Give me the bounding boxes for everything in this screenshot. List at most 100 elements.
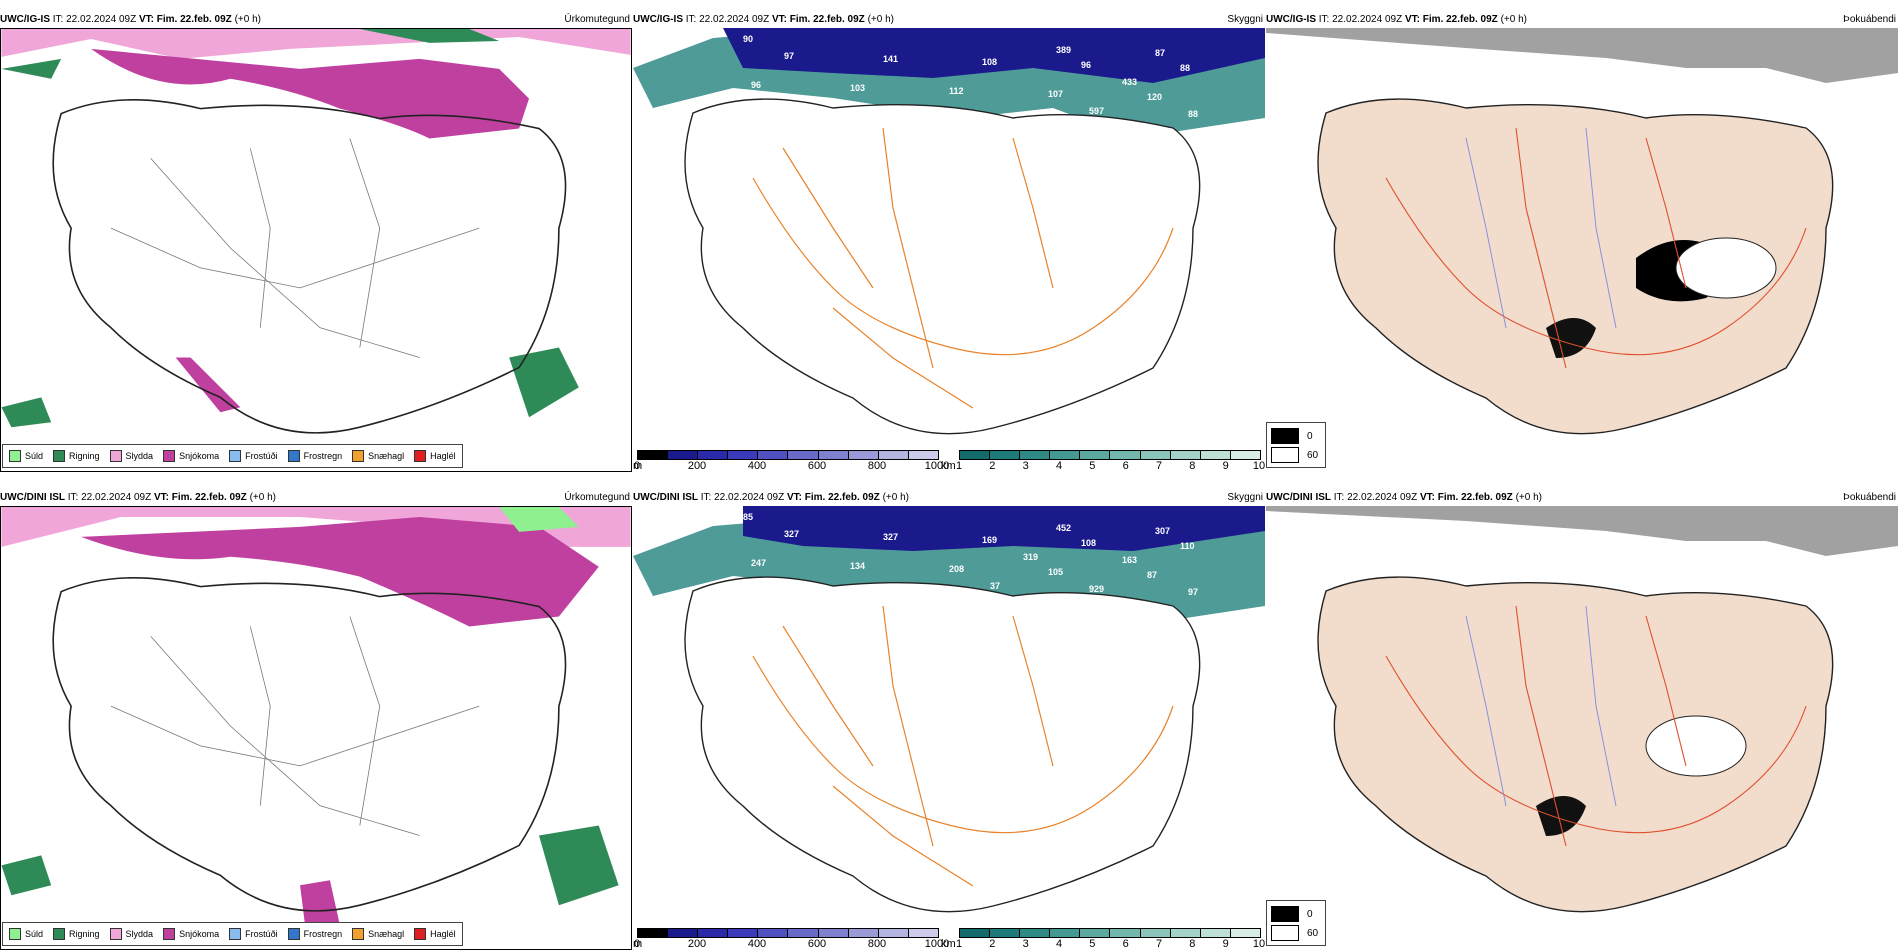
cloud-value-label: 90 — [743, 34, 753, 44]
scale-tick-label: 600 — [807, 460, 827, 472]
cloud-value-label: 109 — [1114, 599, 1129, 609]
cloud-value-label: 175 — [916, 593, 931, 603]
panel-title: Þokuábendi — [1843, 492, 1896, 503]
cloud-value-label: 88 — [1180, 63, 1190, 73]
legend-item: Rigning — [53, 928, 100, 940]
scale-swatch — [990, 451, 1021, 459]
cloud-value-label: 247 — [751, 558, 766, 568]
scale-swatch — [1020, 929, 1051, 937]
scale-swatch — [1230, 929, 1260, 937]
scale-swatch — [990, 929, 1021, 937]
scale-swatch — [1110, 451, 1141, 459]
scale-tick-label: 1 — [955, 938, 963, 950]
scale-m-unit: m — [633, 938, 643, 950]
cloud-value-label: 85 — [743, 512, 753, 522]
scale-swatch — [848, 451, 879, 459]
panel-title: Úrkomutegund — [564, 492, 630, 503]
scale-tick-label: 4 — [1055, 460, 1063, 472]
scale-tick-label: 0 — [633, 460, 641, 472]
precip-legend: Súld Rigning Slydda Snjókoma Frostúði Fr… — [2, 444, 463, 468]
cloud-value-label: 433 — [1122, 77, 1137, 87]
cloud-value-label: 867 — [817, 590, 832, 600]
cloud-value-label: 37 — [990, 581, 1000, 591]
cloud-value-label: 105 — [1048, 567, 1063, 577]
legend-item: Snæhagl — [352, 928, 404, 940]
scale-m — [637, 450, 939, 460]
legend-item: Súld — [9, 450, 43, 462]
scale-swatch — [698, 929, 729, 937]
legend-item: 0 — [1271, 428, 1313, 444]
panel-header: UWC/DINI ISL IT: 22.02.2024 09Z VT: Fim.… — [0, 490, 632, 506]
scale-swatch — [698, 451, 729, 459]
cloud-map: 90 88 120 114 96 107 107 108 112 134 141 103 153 97 96… — [633, 28, 1265, 436]
scale-swatch — [960, 929, 991, 937]
scale-tick-label: 0 — [633, 938, 641, 950]
scale-swatch — [638, 451, 669, 459]
scale-swatch — [1020, 451, 1051, 459]
legend-item: 60 — [1271, 925, 1318, 941]
scale-swatch — [638, 929, 669, 937]
panel-title: Skyggni — [1227, 492, 1263, 503]
cloud-value-label: 597 — [1089, 106, 1104, 116]
cloud-value-label: 107 — [1048, 89, 1063, 99]
scale-tick-label: 3 — [1022, 460, 1029, 472]
cloud-value-label: 141 — [883, 54, 898, 64]
scale-swatch — [1200, 929, 1231, 937]
scale-swatch — [668, 451, 699, 459]
precip-panel-row2: UWC/DINI ISL IT: 22.02.2024 09Z VT: Fim.… — [0, 490, 632, 950]
scale-swatch — [758, 451, 789, 459]
cloud-value-label: 120 — [1147, 92, 1162, 102]
fog-panel-row1: UWC/IG-IS IT: 22.02.2024 09Z VT: Fim. 22… — [1266, 12, 1898, 472]
scale-swatch — [1140, 451, 1171, 459]
scale-tick-label: 1 — [955, 460, 963, 472]
scale-m-ticks: 0 200 400 600 800 1000 — [633, 460, 949, 472]
legend-item: Snæhagl — [352, 450, 404, 462]
scale-tick-label: 3 — [1022, 938, 1029, 950]
scale-tick-label: 600 — [807, 938, 827, 950]
cloud-value-label: 169 — [982, 535, 997, 545]
cloud-value-label: 107 — [1015, 118, 1030, 128]
fog-map — [1266, 28, 1898, 472]
scale-tick-label: 800 — [867, 938, 887, 950]
scale-tick-label: 7 — [1155, 938, 1163, 950]
scale-m-ticks: 0 200 400 600 800 1000 — [633, 938, 949, 950]
cloud-value-label: 319 — [1023, 552, 1038, 562]
cloud-panel-row2: UWC/DINI ISL IT: 22.02.2024 09Z VT: Fim.… — [633, 490, 1265, 950]
scale-swatch — [728, 451, 759, 459]
cloud-value-label: 88 — [1188, 109, 1198, 119]
panel-title: Þokuábendi — [1843, 14, 1896, 25]
cloud-panel-row1: UWC/IG-IS IT: 22.02.2024 09Z VT: Fim. 22… — [633, 12, 1265, 472]
cloud-value-label: 208 — [949, 564, 964, 574]
scale-swatch — [1140, 929, 1171, 937]
scale-km-unit: km — [941, 938, 956, 950]
cloud-value-label: 87 — [1155, 48, 1165, 58]
scale-swatch — [960, 451, 991, 459]
scale-swatch — [788, 451, 819, 459]
scale-tick-label: 5 — [1089, 938, 1096, 950]
fog-legend: 0 60 — [1266, 422, 1326, 468]
legend-item: Frostúði — [229, 928, 278, 940]
legend-item: Frostregn — [287, 928, 342, 940]
scale-swatch — [1080, 451, 1111, 459]
scale-tick-label: 1000 — [924, 938, 950, 950]
scale-swatch — [908, 929, 938, 937]
precip-legend: Súld Rigning Slydda Snjókoma Frostúði Fr… — [2, 922, 463, 946]
cloud-value-labels: 90 88 120 114 96 107 107 108 112 134 141 103 153 97 96… — [743, 34, 1198, 131]
fog-legend: 0 60 — [1266, 900, 1326, 946]
scale-tick-label: 2 — [989, 460, 996, 472]
scale-tick-label: 400 — [747, 938, 767, 950]
fog-map — [1266, 506, 1898, 950]
scale-swatch — [818, 929, 849, 937]
cloud-value-label: 97 — [1188, 587, 1198, 597]
scale-tick-label: 10 — [1252, 938, 1266, 950]
cloud-value-label: 389 — [1056, 45, 1071, 55]
cloud-value-label: 103 — [850, 83, 865, 93]
scale-tick-label: 9 — [1222, 938, 1229, 950]
panel-title: Skyggni — [1227, 14, 1263, 25]
panel-header: UWC/IG-IS IT: 22.02.2024 09Z VT: Fim. 22… — [633, 12, 1265, 28]
cloud-value-label: 110 — [1180, 541, 1195, 551]
scale-km-ticks: 1 2 3 4 5 6 7 8 9 10 — [955, 938, 1265, 950]
legend-item: Slydda — [109, 450, 153, 462]
panel-header: UWC/DINI ISL IT: 22.02.2024 09Z VT: Fim.… — [1266, 490, 1898, 506]
scale-swatch — [1110, 929, 1141, 937]
